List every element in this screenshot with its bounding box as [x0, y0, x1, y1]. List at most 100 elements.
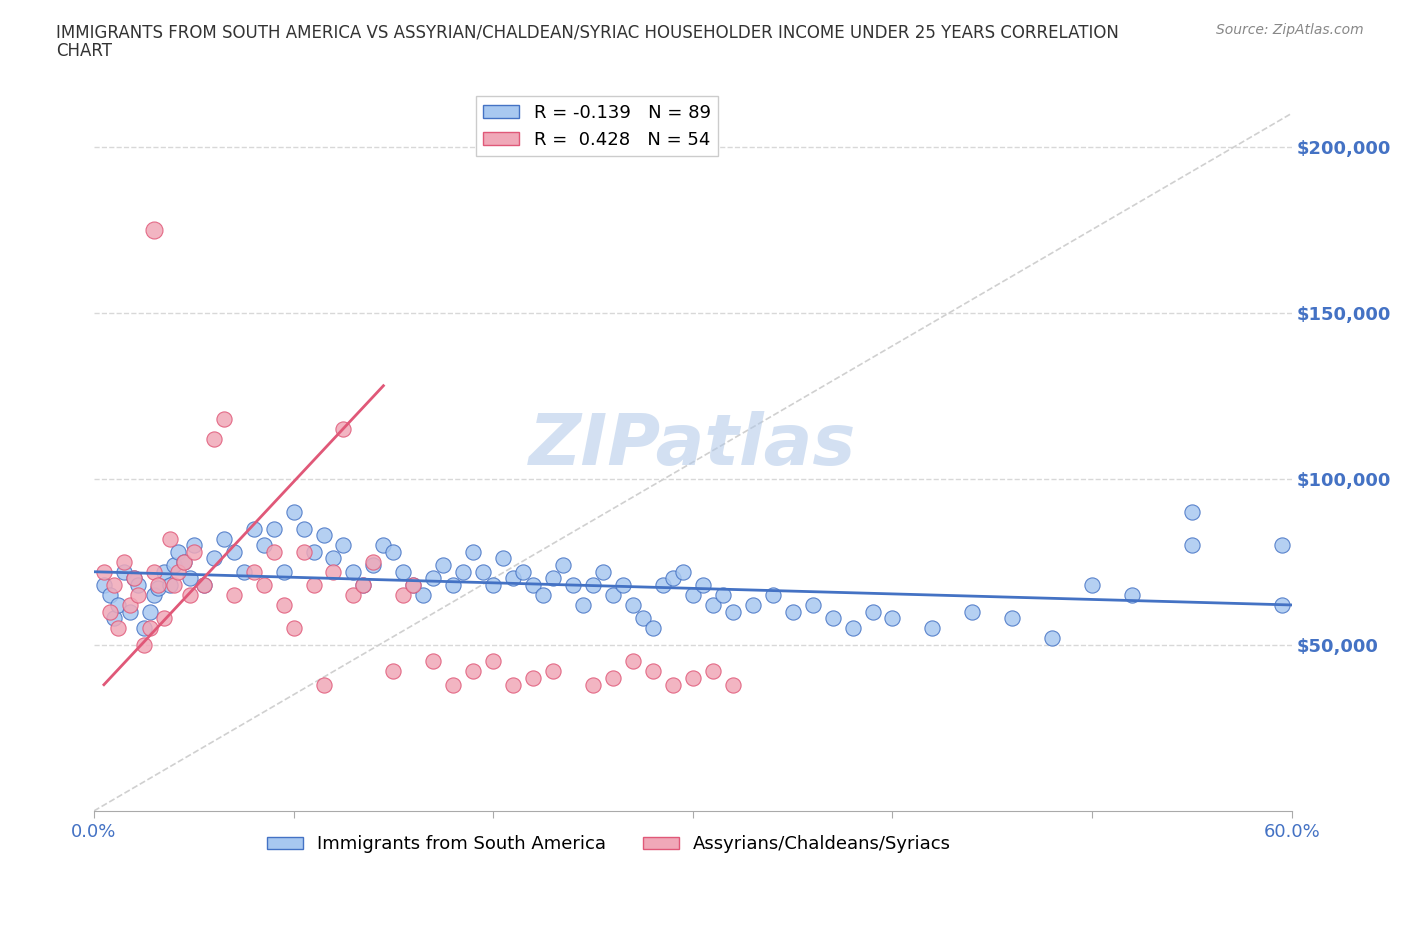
Point	[302, 544, 325, 559]
Point	[163, 578, 186, 592]
Point	[482, 578, 505, 592]
Point	[139, 621, 162, 636]
Point	[921, 621, 943, 636]
Point	[1181, 538, 1204, 552]
Point	[463, 664, 485, 679]
Point	[173, 554, 195, 569]
Point	[363, 554, 385, 569]
Point	[782, 604, 804, 619]
Point	[98, 604, 121, 619]
Point	[631, 611, 654, 626]
Point	[382, 664, 405, 679]
Point	[862, 604, 884, 619]
Point	[153, 565, 176, 579]
Point	[882, 611, 904, 626]
Point	[522, 671, 544, 685]
Point	[662, 571, 685, 586]
Point	[342, 588, 364, 603]
Point	[153, 611, 176, 626]
Point	[252, 538, 274, 552]
Point	[98, 588, 121, 603]
Point	[562, 578, 585, 592]
Point	[127, 588, 149, 603]
Point	[103, 578, 125, 592]
Point	[641, 664, 664, 679]
Point	[373, 538, 395, 552]
Point	[112, 565, 135, 579]
Point	[682, 588, 704, 603]
Point	[621, 598, 644, 613]
Point	[662, 677, 685, 692]
Point	[432, 558, 454, 573]
Point	[582, 677, 605, 692]
Point	[103, 611, 125, 626]
Point	[163, 558, 186, 573]
Point	[801, 598, 824, 613]
Point	[962, 604, 984, 619]
Point	[242, 565, 264, 579]
Point	[762, 588, 785, 603]
Point	[602, 588, 624, 603]
Point	[1121, 588, 1143, 603]
Point	[127, 578, 149, 592]
Point	[342, 565, 364, 579]
Point	[551, 558, 574, 573]
Point	[252, 578, 274, 592]
Point	[159, 531, 181, 546]
Point	[582, 578, 605, 592]
Point	[107, 598, 129, 613]
Point	[392, 588, 415, 603]
Point	[283, 621, 305, 636]
Point	[363, 558, 385, 573]
Point	[541, 571, 564, 586]
Point	[1271, 598, 1294, 613]
Point	[107, 621, 129, 636]
Point	[422, 571, 444, 586]
Text: ZIPatlas: ZIPatlas	[529, 411, 856, 480]
Point	[1040, 631, 1063, 645]
Point	[352, 578, 374, 592]
Point	[1081, 578, 1104, 592]
Point	[179, 588, 201, 603]
Point	[212, 531, 235, 546]
Point	[166, 544, 188, 559]
Point	[332, 421, 354, 436]
Point	[721, 677, 744, 692]
Point	[531, 588, 554, 603]
Point	[382, 544, 405, 559]
Text: IMMIGRANTS FROM SOUTH AMERICA VS ASSYRIAN/CHALDEAN/SYRIAC HOUSEHOLDER INCOME UND: IMMIGRANTS FROM SOUTH AMERICA VS ASSYRIA…	[56, 23, 1119, 41]
Point	[166, 565, 188, 579]
Point	[422, 654, 444, 669]
Point	[702, 664, 724, 679]
Point	[273, 598, 295, 613]
Point	[721, 604, 744, 619]
Point	[132, 621, 155, 636]
Point	[146, 578, 169, 592]
Point	[352, 578, 374, 592]
Point	[451, 565, 474, 579]
Point	[402, 578, 425, 592]
Point	[93, 565, 115, 579]
Point	[312, 677, 335, 692]
Point	[159, 578, 181, 592]
Point	[682, 671, 704, 685]
Point	[292, 521, 315, 536]
Point	[392, 565, 415, 579]
Point	[142, 222, 165, 237]
Point	[302, 578, 325, 592]
Point	[193, 578, 215, 592]
Point	[692, 578, 714, 592]
Point	[183, 538, 205, 552]
Point	[193, 578, 215, 592]
Point	[112, 554, 135, 569]
Point	[402, 578, 425, 592]
Point	[702, 598, 724, 613]
Point	[122, 571, 145, 586]
Point	[202, 551, 225, 566]
Point	[441, 677, 464, 692]
Point	[472, 565, 495, 579]
Point	[1271, 538, 1294, 552]
Point	[142, 588, 165, 603]
Point	[232, 565, 254, 579]
Point	[142, 565, 165, 579]
